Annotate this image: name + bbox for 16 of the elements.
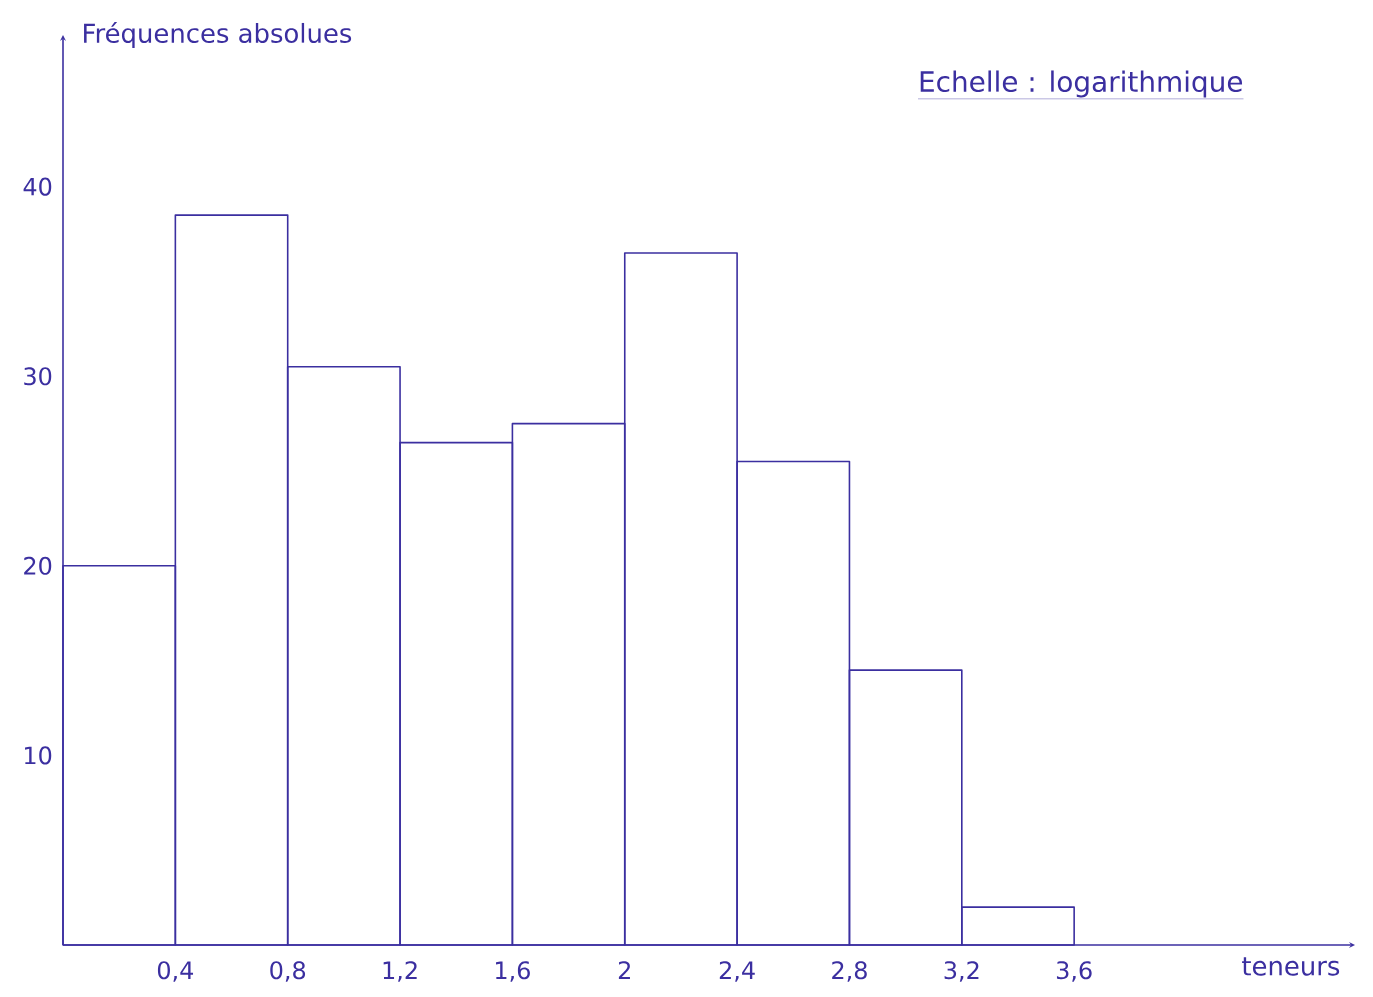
x-tick-label: 0,8 — [270, 961, 306, 982]
x-axis-title: teneurs — [1242, 957, 1340, 976]
x-tick-label: 1,6 — [496, 961, 530, 982]
y-tick-label: 20 — [24, 556, 52, 575]
x-tick-label: 0,4 — [157, 961, 194, 982]
x-tick-label: 2,4 — [719, 961, 755, 982]
x-tick-label: 3,6 — [1056, 961, 1092, 982]
annotation: Echelle : logarithmique — [920, 70, 1243, 98]
x-tick-label: 1,2 — [383, 961, 417, 982]
y-axis-title: Fréquences absolues — [84, 21, 352, 49]
x-tick-label: 2,8 — [832, 961, 867, 982]
y-tick-label: 30 — [24, 367, 52, 386]
y-tick-label: 40 — [23, 177, 52, 196]
y-tick-label: 10 — [25, 746, 52, 765]
x-tick-label: 3,2 — [944, 961, 979, 982]
x-tick-label: 2 — [618, 961, 630, 979]
